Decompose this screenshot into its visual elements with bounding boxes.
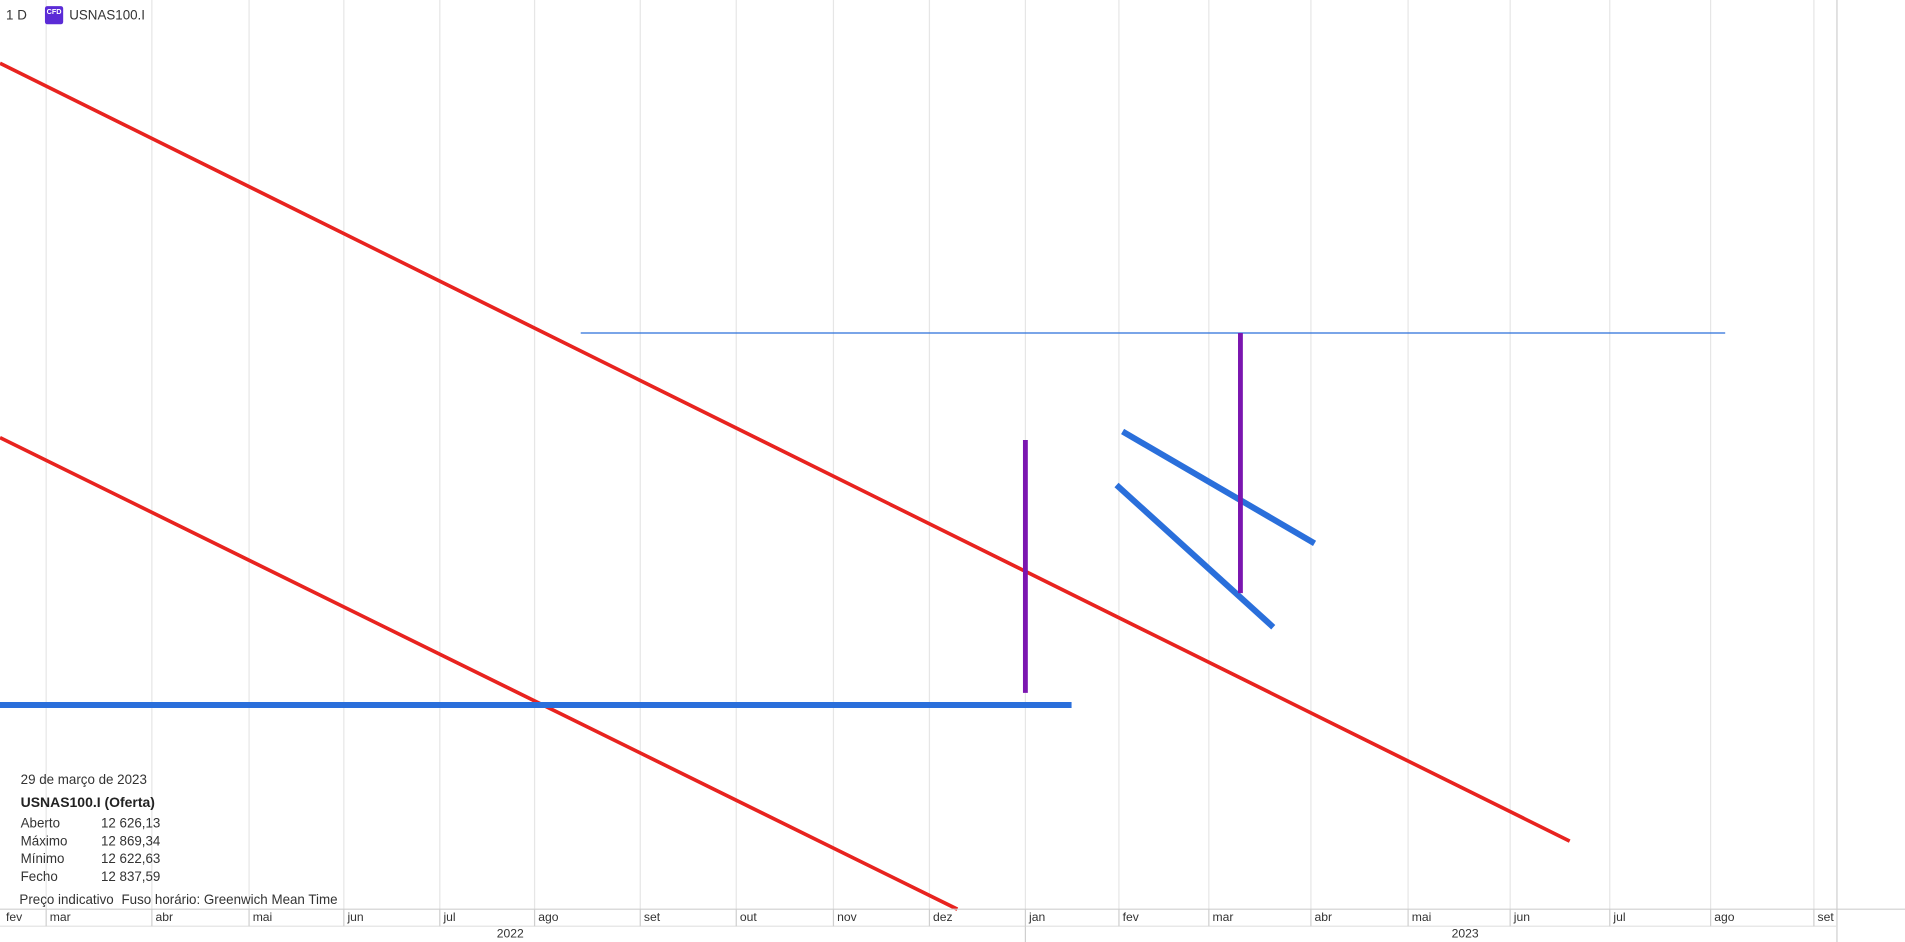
footer-note: Preço indicativo — [19, 892, 113, 907]
info-label: Fecho — [21, 869, 58, 884]
x-tick-label: out — [740, 910, 758, 924]
x-tick-label: ago — [1714, 910, 1734, 924]
info-date: 29 de março de 2023 — [21, 772, 147, 787]
info-label: Máximo — [21, 833, 68, 848]
x-tick-label: jul — [442, 910, 455, 924]
x-tick-label: mai — [1412, 910, 1432, 924]
symbol[interactable]: USNAS100.I — [69, 7, 145, 22]
info-label: Aberto — [21, 816, 60, 831]
info-value: 12 622,63 — [101, 851, 160, 866]
x-tick-label: abr — [156, 910, 174, 924]
badge: CFD — [47, 7, 62, 16]
drawings — [0, 61, 1726, 911]
info-value: 12 626,13 — [101, 816, 160, 831]
x-tick-label: fev — [6, 910, 23, 924]
grid — [45, 0, 1815, 910]
interval[interactable]: 1 D — [6, 7, 27, 22]
wedge-line — [1121, 428, 1317, 546]
x-tick-label: set — [644, 910, 661, 924]
x-tick-label: jun — [346, 910, 363, 924]
wedge-line — [1114, 482, 1276, 630]
year-label: 2022 — [497, 926, 524, 940]
x-tick-label: fev — [1123, 910, 1140, 924]
x-tick-label: mar — [50, 910, 71, 924]
info-value: 12 869,34 — [101, 833, 161, 848]
x-tick-label: mar — [1212, 910, 1233, 924]
labels: 1 D CFD USNAS100.I 29 de março de 2023 U… — [6, 6, 1835, 940]
x-tick-label: abr — [1315, 910, 1333, 924]
drawings-top — [0, 333, 1317, 709]
x-tick-label: jun — [1513, 910, 1530, 924]
x-tick-label: nov — [837, 910, 857, 924]
x-tick-label: set — [1818, 910, 1835, 924]
x-tick-label: ago — [538, 910, 558, 924]
year-label: 2023 — [1452, 926, 1479, 940]
x-tick-label: dez — [933, 910, 953, 924]
info-label: Mínimo — [21, 851, 65, 866]
x-tick-label: jan — [1028, 910, 1045, 924]
x-tick-label: jul — [1612, 910, 1625, 924]
footer-timezone: Fuso horário: Greenwich Mean Time — [121, 892, 337, 907]
x-tick-label: mai — [253, 910, 273, 924]
info-instrument: USNAS100.I (Oferta) — [21, 794, 155, 810]
trendline — [0, 61, 1571, 843]
trendline — [0, 435, 959, 911]
info-value: 12 837,59 — [101, 869, 160, 884]
badge-icon — [44, 6, 64, 25]
